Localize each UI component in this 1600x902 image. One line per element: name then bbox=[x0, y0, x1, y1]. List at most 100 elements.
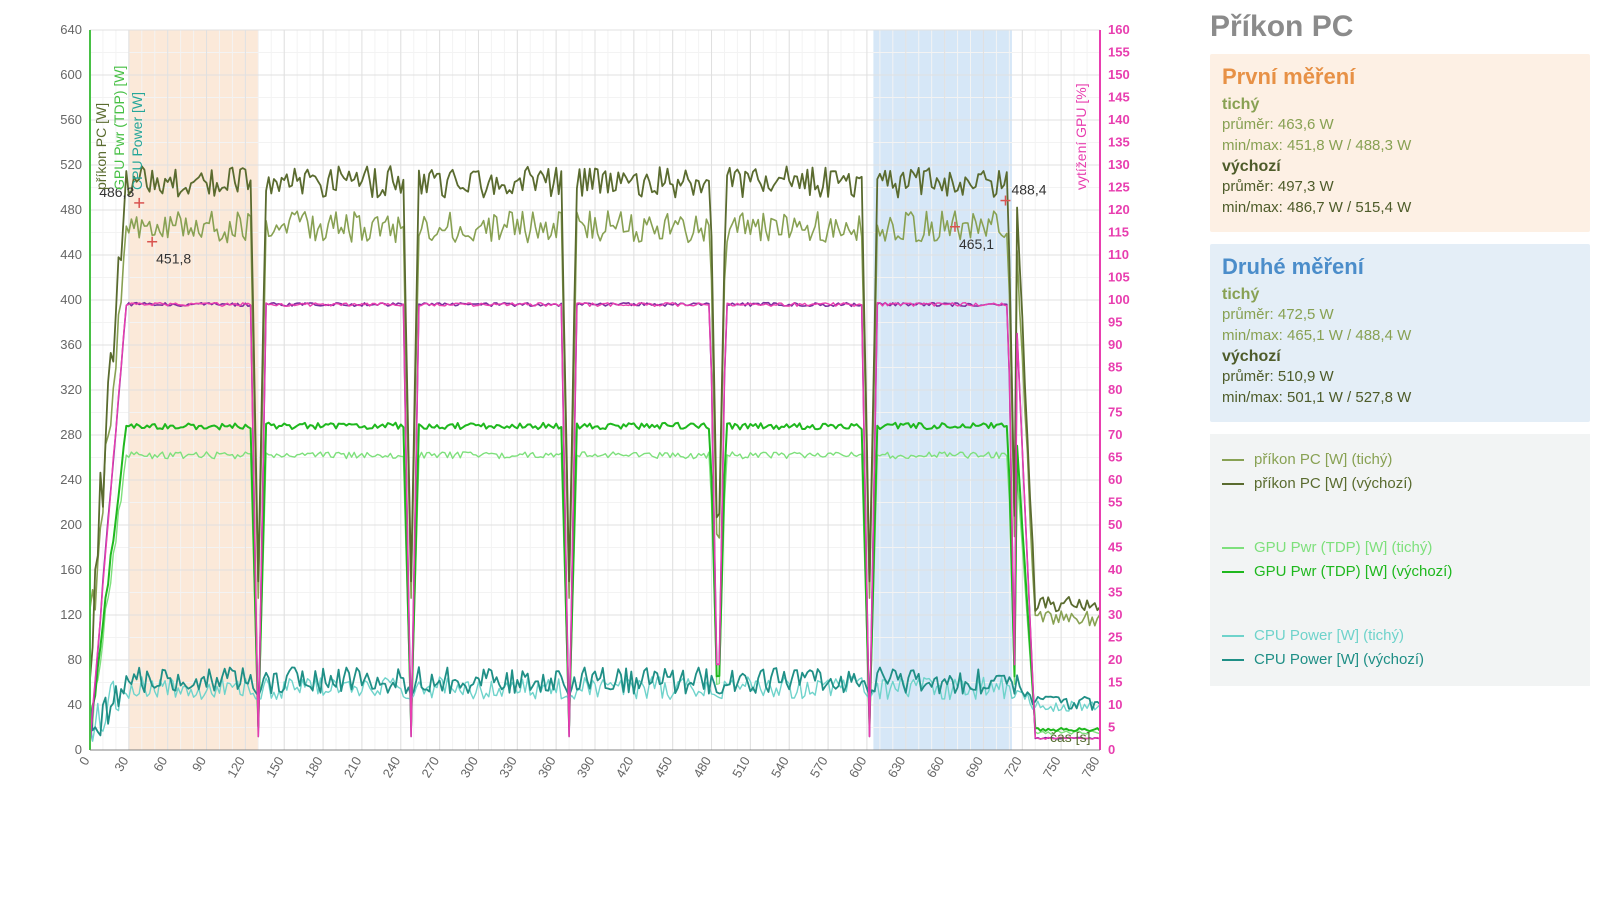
svg-text:120: 120 bbox=[1108, 202, 1130, 217]
panel-second-vychozi-label: výchozí bbox=[1222, 348, 1578, 366]
panel-second-vychozi-minmax: min/max: 501,1 W / 527,8 W bbox=[1222, 387, 1578, 408]
svg-text:65: 65 bbox=[1108, 450, 1122, 465]
svg-text:750: 750 bbox=[1040, 754, 1064, 780]
svg-text:80: 80 bbox=[1108, 382, 1122, 397]
svg-text:145: 145 bbox=[1108, 90, 1130, 105]
svg-text:CPU Power [W]: CPU Power [W] bbox=[129, 92, 145, 190]
chart-svg: 451,8465,1486,3488,404080120160200240280… bbox=[10, 10, 1190, 830]
svg-text:520: 520 bbox=[60, 157, 82, 172]
chart-area: 451,8465,1486,3488,404080120160200240280… bbox=[10, 10, 1190, 830]
panel-first-tichy-minmax: min/max: 451,8 W / 488,3 W bbox=[1222, 135, 1578, 156]
sidebar: Příkon PC První měření tichý průměr: 463… bbox=[1190, 0, 1600, 902]
svg-text:80: 80 bbox=[68, 652, 82, 667]
svg-text:140: 140 bbox=[1108, 112, 1130, 127]
svg-text:660: 660 bbox=[923, 754, 947, 780]
svg-text:570: 570 bbox=[807, 754, 831, 780]
svg-text:480: 480 bbox=[690, 754, 714, 780]
svg-text:130: 130 bbox=[1108, 157, 1130, 172]
svg-text:10: 10 bbox=[1108, 697, 1122, 712]
svg-text:45: 45 bbox=[1108, 540, 1122, 555]
svg-text:120: 120 bbox=[60, 607, 82, 622]
svg-text:420: 420 bbox=[613, 754, 637, 780]
legend-item-gpu_tdp_tichy: GPU Pwr (TDP) [W] (tichý) bbox=[1222, 536, 1578, 560]
svg-text:čas [s]: čas [s] bbox=[1050, 729, 1090, 745]
svg-text:270: 270 bbox=[418, 754, 442, 780]
svg-text:440: 440 bbox=[60, 247, 82, 262]
svg-text:85: 85 bbox=[1108, 360, 1122, 375]
svg-text:600: 600 bbox=[60, 67, 82, 82]
svg-text:780: 780 bbox=[1079, 754, 1103, 780]
svg-text:40: 40 bbox=[1108, 562, 1122, 577]
svg-text:720: 720 bbox=[1001, 754, 1025, 780]
svg-text:480: 480 bbox=[60, 202, 82, 217]
svg-text:100: 100 bbox=[1108, 292, 1130, 307]
svg-text:400: 400 bbox=[60, 292, 82, 307]
svg-text:200: 200 bbox=[60, 517, 82, 532]
svg-text:110: 110 bbox=[1108, 247, 1129, 262]
svg-text:5: 5 bbox=[1108, 720, 1115, 735]
svg-text:135: 135 bbox=[1108, 135, 1130, 150]
svg-text:330: 330 bbox=[496, 754, 520, 780]
svg-text:280: 280 bbox=[60, 427, 82, 442]
panel-first-measure: První měření tichý průměr: 463,6 W min/m… bbox=[1210, 54, 1590, 232]
legend-item-cpu_tichy: CPU Power [W] (tichý) bbox=[1222, 624, 1578, 648]
svg-text:115: 115 bbox=[1108, 225, 1129, 240]
svg-text:0: 0 bbox=[76, 754, 93, 768]
svg-text:300: 300 bbox=[457, 754, 481, 780]
svg-text:15: 15 bbox=[1108, 675, 1122, 690]
legend-panel: příkon PC [W] (tichý)příkon PC [W] (vých… bbox=[1210, 434, 1590, 686]
svg-text:0: 0 bbox=[1108, 742, 1115, 757]
svg-text:640: 640 bbox=[60, 22, 82, 37]
legend-item-gpu_tdp_vychozi: GPU Pwr (TDP) [W] (výchozí) bbox=[1222, 560, 1578, 584]
svg-text:90: 90 bbox=[189, 754, 209, 774]
svg-text:25: 25 bbox=[1108, 630, 1122, 645]
svg-text:488,4: 488,4 bbox=[1011, 182, 1046, 198]
svg-text:125: 125 bbox=[1108, 180, 1130, 195]
panel-second-tichy-label: tichý bbox=[1222, 286, 1578, 304]
panel-second-tichy-avg: průměr: 472,5 W bbox=[1222, 304, 1578, 325]
svg-text:155: 155 bbox=[1108, 45, 1130, 60]
svg-text:390: 390 bbox=[574, 754, 598, 780]
svg-text:160: 160 bbox=[1108, 22, 1130, 37]
svg-text:70: 70 bbox=[1108, 427, 1122, 442]
panel-first-vychozi-minmax: min/max: 486,7 W / 515,4 W bbox=[1222, 197, 1578, 218]
svg-text:vytížení GPU [%]: vytížení GPU [%] bbox=[1073, 83, 1089, 190]
svg-text:510: 510 bbox=[729, 754, 753, 780]
panel-first-title: První měření bbox=[1222, 64, 1578, 90]
svg-text:240: 240 bbox=[60, 472, 82, 487]
svg-text:30: 30 bbox=[1108, 607, 1122, 622]
svg-text:příkon PC [W]: příkon PC [W] bbox=[93, 103, 109, 190]
panel-first-tichy-avg: průměr: 463,6 W bbox=[1222, 114, 1578, 135]
svg-text:210: 210 bbox=[341, 754, 365, 780]
panel-second-tichy-minmax: min/max: 465,1 W / 488,4 W bbox=[1222, 325, 1578, 346]
svg-text:360: 360 bbox=[60, 337, 82, 352]
svg-text:40: 40 bbox=[68, 697, 82, 712]
panel-first-tichy-label: tichý bbox=[1222, 96, 1578, 114]
svg-text:105: 105 bbox=[1108, 270, 1130, 285]
svg-text:630: 630 bbox=[885, 754, 909, 780]
legend-item-cpu_vychozi: CPU Power [W] (výchozí) bbox=[1222, 648, 1578, 672]
svg-text:690: 690 bbox=[962, 754, 986, 780]
panel-second-title: Druhé měření bbox=[1222, 254, 1578, 280]
svg-text:90: 90 bbox=[1108, 337, 1122, 352]
svg-text:360: 360 bbox=[535, 754, 559, 780]
svg-text:GPU Pwr (TDP) [W]: GPU Pwr (TDP) [W] bbox=[111, 66, 127, 190]
svg-text:240: 240 bbox=[380, 754, 404, 780]
page: 451,8465,1486,3488,404080120160200240280… bbox=[0, 0, 1600, 902]
panel-second-measure: Druhé měření tichý průměr: 472,5 W min/m… bbox=[1210, 244, 1590, 422]
svg-text:320: 320 bbox=[60, 382, 82, 397]
svg-text:75: 75 bbox=[1108, 405, 1122, 420]
svg-text:180: 180 bbox=[302, 754, 326, 780]
panel-first-vychozi-label: výchozí bbox=[1222, 158, 1578, 176]
svg-text:451,8: 451,8 bbox=[156, 251, 191, 267]
svg-text:60: 60 bbox=[150, 754, 170, 774]
svg-text:150: 150 bbox=[263, 754, 287, 780]
svg-text:150: 150 bbox=[1108, 67, 1130, 82]
svg-text:60: 60 bbox=[1108, 472, 1122, 487]
svg-text:120: 120 bbox=[224, 754, 248, 780]
panel-first-vychozi-avg: průměr: 497,3 W bbox=[1222, 176, 1578, 197]
svg-text:540: 540 bbox=[768, 754, 792, 780]
svg-text:20: 20 bbox=[1108, 652, 1122, 667]
svg-text:55: 55 bbox=[1108, 495, 1122, 510]
page-title: Příkon PC bbox=[1210, 10, 1590, 44]
